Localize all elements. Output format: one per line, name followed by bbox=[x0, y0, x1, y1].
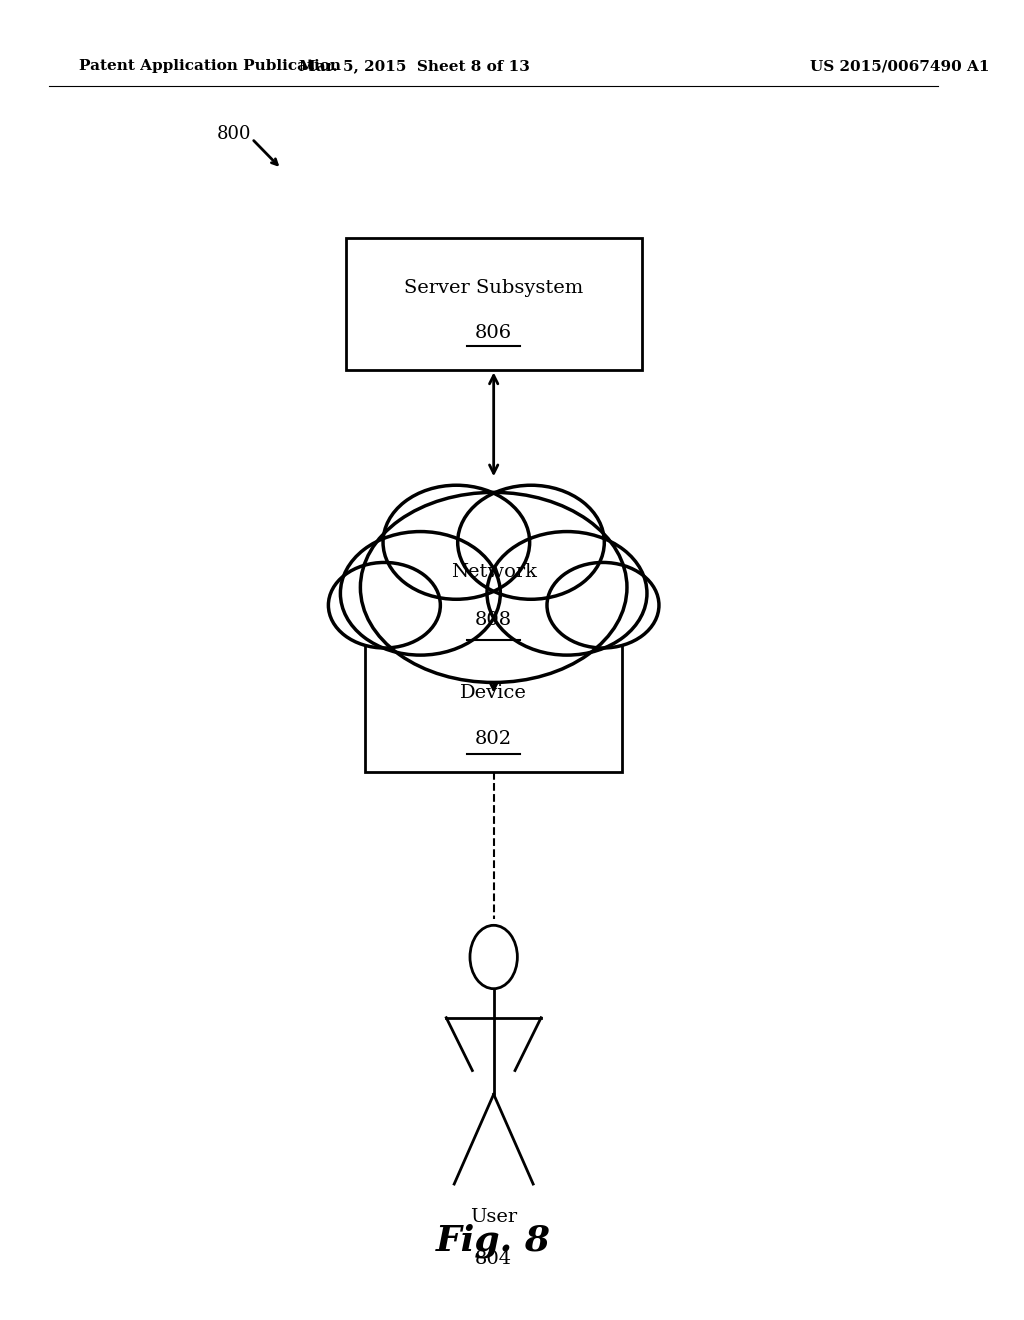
Text: User: User bbox=[470, 1208, 517, 1226]
Text: Patent Application Publication: Patent Application Publication bbox=[79, 59, 341, 74]
Text: 808: 808 bbox=[475, 611, 512, 630]
Circle shape bbox=[470, 925, 517, 989]
Ellipse shape bbox=[547, 562, 659, 648]
Text: Device: Device bbox=[460, 684, 527, 702]
Ellipse shape bbox=[487, 532, 647, 655]
Text: 804: 804 bbox=[475, 1250, 512, 1269]
Ellipse shape bbox=[329, 562, 440, 648]
Ellipse shape bbox=[458, 486, 604, 599]
Text: Mar. 5, 2015  Sheet 8 of 13: Mar. 5, 2015 Sheet 8 of 13 bbox=[299, 59, 530, 74]
Ellipse shape bbox=[383, 486, 529, 599]
Text: 802: 802 bbox=[475, 730, 512, 748]
FancyBboxPatch shape bbox=[345, 238, 642, 370]
Ellipse shape bbox=[360, 492, 627, 682]
Ellipse shape bbox=[340, 532, 501, 655]
Text: US 2015/0067490 A1: US 2015/0067490 A1 bbox=[810, 59, 989, 74]
Text: 800: 800 bbox=[217, 125, 252, 144]
Text: 806: 806 bbox=[475, 323, 512, 342]
Text: User: User bbox=[470, 648, 517, 665]
Text: Server Subsystem: Server Subsystem bbox=[404, 279, 584, 297]
Text: Network: Network bbox=[451, 562, 537, 581]
FancyBboxPatch shape bbox=[366, 620, 622, 772]
Text: Fig. 8: Fig. 8 bbox=[436, 1224, 551, 1258]
